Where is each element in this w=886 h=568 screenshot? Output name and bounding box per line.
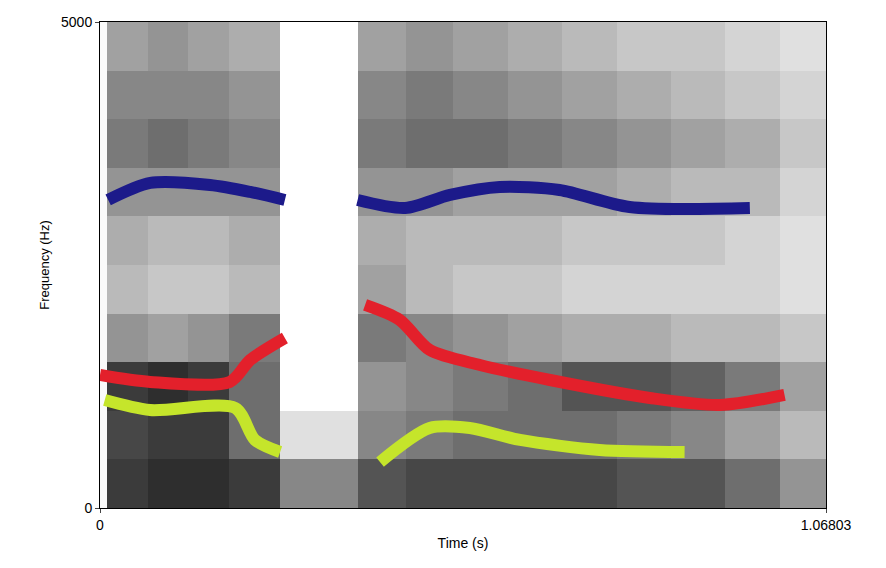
svg-text:0: 0 <box>96 517 104 533</box>
svg-text:Time (s): Time (s) <box>438 535 489 551</box>
svg-text:1.06803: 1.06803 <box>801 517 852 533</box>
svg-text:Frequency (Hz): Frequency (Hz) <box>37 220 52 310</box>
svg-text:5000: 5000 <box>61 14 92 30</box>
svg-text:0: 0 <box>84 500 92 516</box>
